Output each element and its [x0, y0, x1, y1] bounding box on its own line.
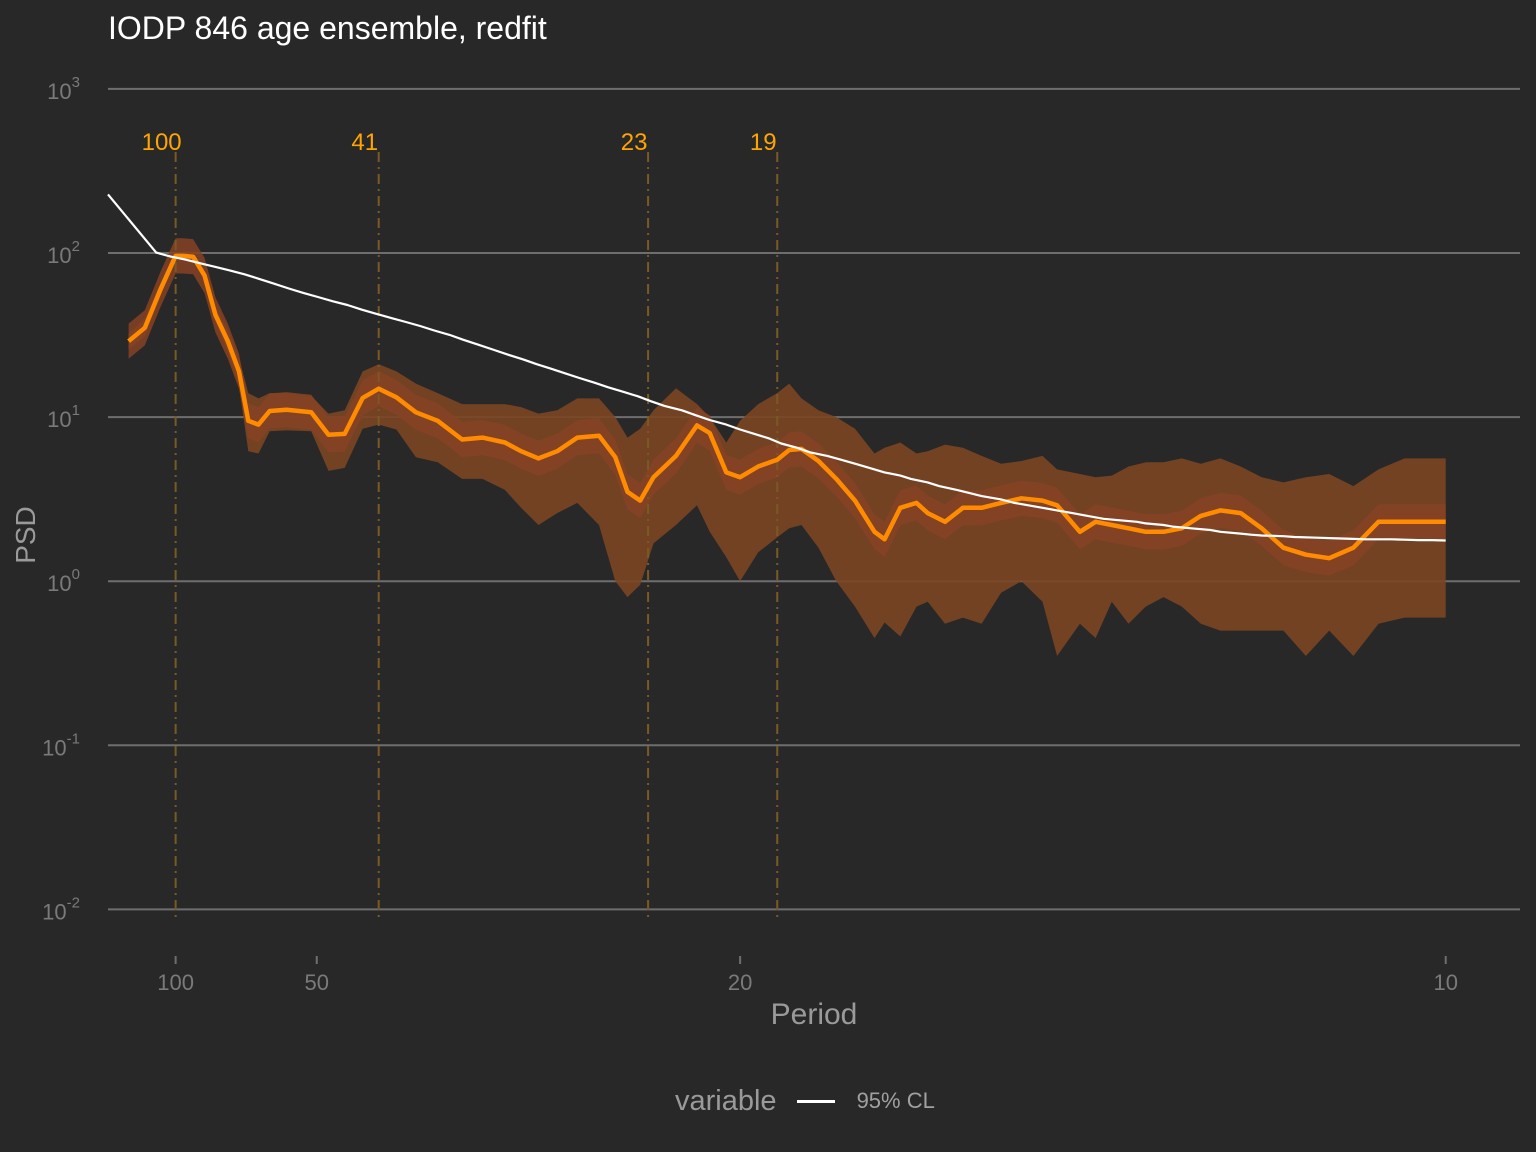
reference-label: 23 — [621, 129, 648, 156]
legend-label: 95% CL — [856, 1088, 935, 1113]
x-tick-label: 20 — [728, 970, 752, 995]
y-axis-label: PSD — [10, 506, 41, 564]
cl-line — [107, 193, 1446, 542]
legend-title: variable — [675, 1084, 777, 1117]
x-axis-label: Period — [770, 998, 858, 1031]
y-tick-label: 100 — [47, 566, 80, 596]
legend-key-line — [796, 1099, 835, 1103]
chart-title: IODP 846 age ensemble, redfit — [108, 10, 547, 46]
y-tick-label: 101 — [47, 402, 80, 432]
y-tick-label: 102 — [47, 238, 80, 268]
inner-band — [128, 238, 1446, 576]
reference-label: 41 — [351, 129, 378, 156]
x-tick-label: 50 — [305, 970, 329, 995]
y-tick-label: 10-2 — [42, 894, 80, 924]
x-tick-label: 10 — [1433, 970, 1457, 995]
reference-label: 100 — [142, 129, 182, 156]
reference-label: 19 — [750, 129, 777, 156]
legend: variable 95% CL — [675, 1083, 935, 1119]
median-line — [127, 253, 1446, 561]
y-tick-label: 10-1 — [42, 730, 80, 760]
y-tick-label: 103 — [47, 74, 80, 104]
x-tick-label: 100 — [157, 970, 194, 995]
